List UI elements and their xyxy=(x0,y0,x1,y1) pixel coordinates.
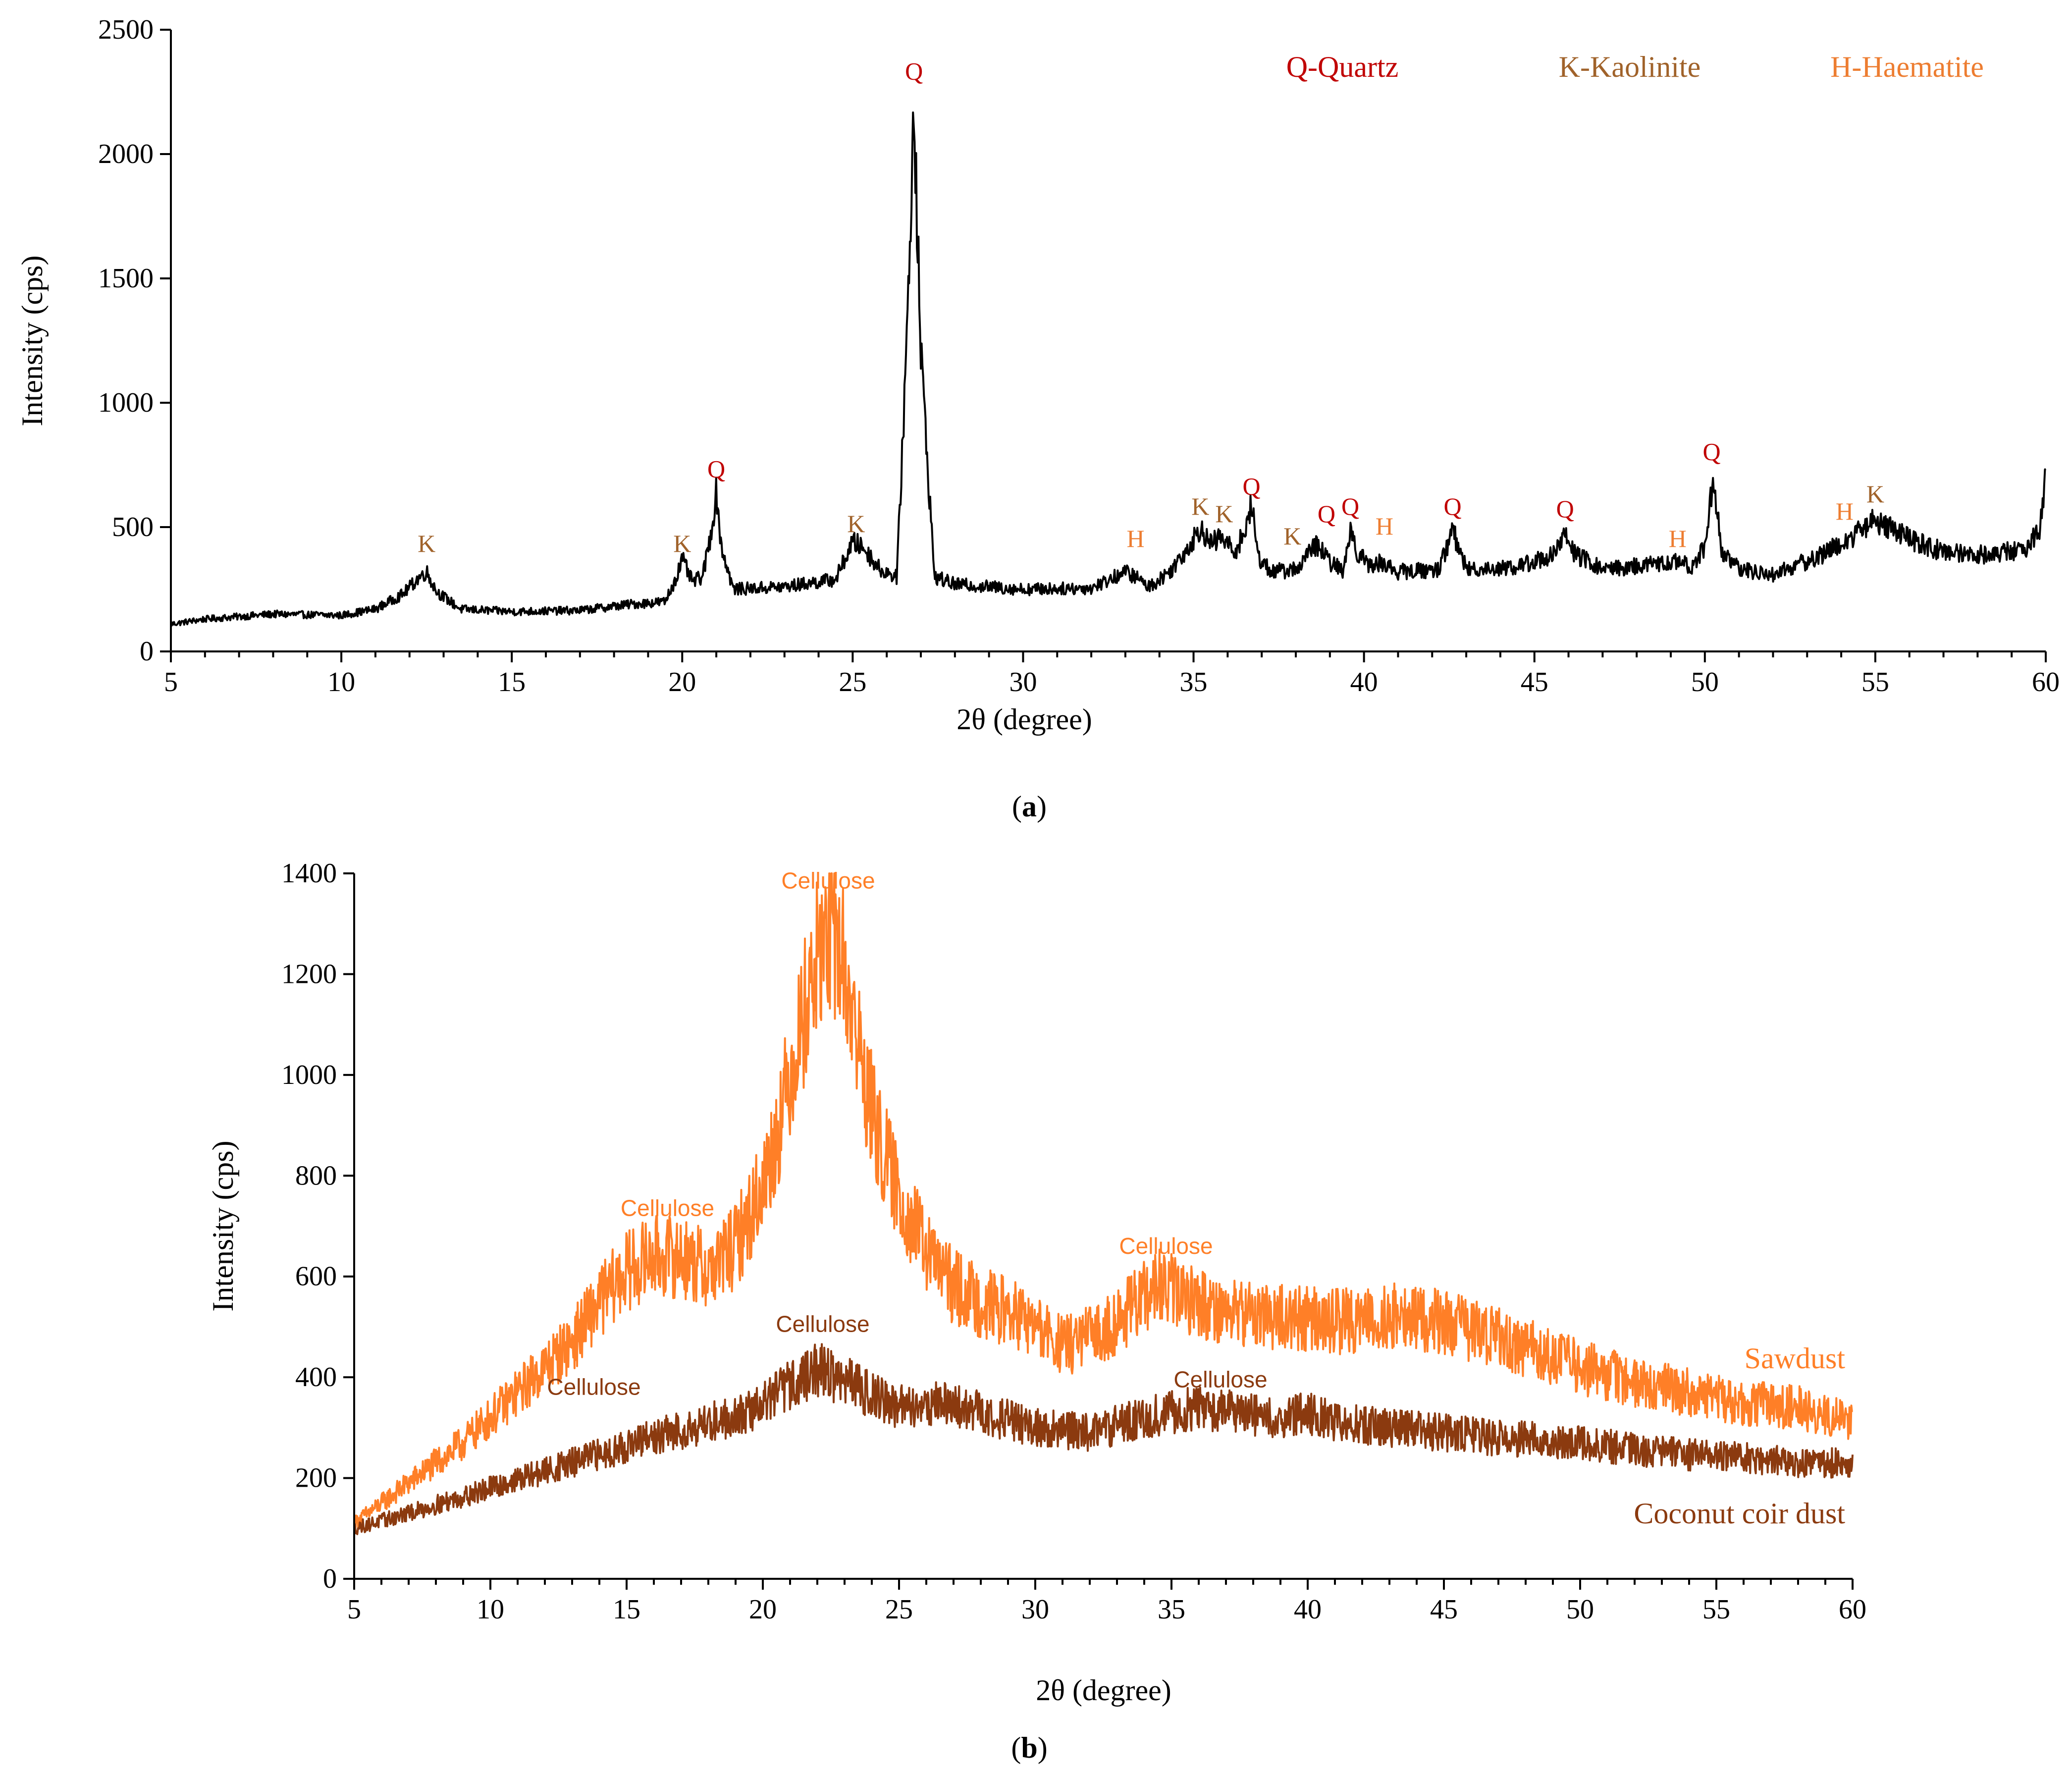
x-tick-label: 40 xyxy=(1294,1594,1322,1625)
y-tick-label: 200 xyxy=(295,1463,337,1494)
legend-haematite: H-Haematite xyxy=(1830,51,1984,83)
coir-dust-xrd-line xyxy=(353,1343,1854,1535)
x-tick-label: 45 xyxy=(1521,667,1548,698)
y-tick-label: 400 xyxy=(295,1362,337,1393)
y-tick-label: 1500 xyxy=(98,263,154,294)
panel-a-caption: (a) xyxy=(1012,790,1047,823)
y-tick-label: 0 xyxy=(323,1563,337,1594)
peak-annotation: K xyxy=(673,530,691,557)
sawdust-series-label: Sawdust xyxy=(1745,1342,1846,1375)
panel-a-y-axis-title: Intensity (cps) xyxy=(16,256,49,427)
peak-annotation: K xyxy=(847,510,865,537)
peak-annotation: K xyxy=(418,530,435,557)
panel-a-ticks: 5 10 15 20 25 30 35 40 45 50 55 60 0 500 1000 1500 2000 2… xyxy=(98,14,2060,698)
peak-annotation: Q xyxy=(1703,437,1721,465)
peak-annotation: Cellulose xyxy=(1119,1233,1213,1259)
panel-b-axes xyxy=(353,873,1853,1580)
peak-annotation: Q xyxy=(1318,500,1335,528)
y-tick-label: 1000 xyxy=(98,387,154,418)
x-tick-label: 15 xyxy=(498,667,526,698)
y-tick-label: 800 xyxy=(295,1160,337,1191)
peak-annotation: Q xyxy=(1444,492,1462,520)
x-tick-label: 10 xyxy=(327,667,355,698)
x-tick-label: 35 xyxy=(1158,1594,1185,1625)
x-tick-label: 25 xyxy=(839,667,866,698)
sawdust-xrd-line xyxy=(353,872,1854,1531)
peak-annotation: Cellulose xyxy=(547,1374,640,1400)
panel-b: Cellulose Cellulose Cellulose Cellulose Cell… xyxy=(207,858,1866,1764)
panel-b-plot-lines xyxy=(353,872,1854,1535)
peak-annotation: K xyxy=(1283,522,1301,550)
x-tick-label: 55 xyxy=(1861,667,1889,698)
panel-a-legend: Q-Quartz K-Kaolinite H-Haematite xyxy=(1286,51,1984,83)
x-tick-label: 50 xyxy=(1566,1594,1594,1625)
y-tick-label: 1200 xyxy=(281,959,337,989)
x-tick-label: 20 xyxy=(749,1594,777,1625)
legend-kaolinite: K-Kaolinite xyxy=(1559,51,1701,83)
x-tick-label: 10 xyxy=(477,1594,504,1625)
y-tick-label: 1000 xyxy=(281,1060,337,1090)
x-tick-label: 55 xyxy=(1702,1594,1730,1625)
y-tick-label: 1400 xyxy=(281,858,337,889)
x-tick-label: 60 xyxy=(2032,667,2060,698)
peak-annotation: K xyxy=(1191,492,1209,520)
x-tick-label: 15 xyxy=(613,1594,640,1625)
y-tick-label: 0 xyxy=(140,636,154,667)
panel-a-axes xyxy=(170,30,2046,652)
peak-annotation: H xyxy=(1669,525,1687,552)
x-tick-label: 5 xyxy=(164,667,178,698)
panel-a-plot-line xyxy=(170,111,2047,627)
coir-series-label: Coconut coir dust xyxy=(1634,1497,1845,1530)
x-tick-label: 40 xyxy=(1350,667,1378,698)
peak-annotation: Cellulose xyxy=(1173,1366,1267,1392)
panel-b-peak-labels: Cellulose Cellulose Cellulose Cellulose Cell… xyxy=(547,868,1267,1400)
panel-b-ticks: 5 10 15 20 25 30 35 40 45 50 55 6002004006008001000… xyxy=(281,858,1866,1625)
peak-annotation: H xyxy=(1376,512,1393,540)
x-tick-label: 20 xyxy=(668,667,696,698)
x-tick-label: 30 xyxy=(1021,1594,1049,1625)
panel-b-x-axis-title: 2θ (degree) xyxy=(1036,1674,1171,1707)
peak-annotation: Q xyxy=(905,57,923,85)
x-tick-label: 35 xyxy=(1180,667,1208,698)
peak-annotation: Q xyxy=(1341,492,1359,520)
peak-annotation: H xyxy=(1836,497,1854,525)
x-tick-label: 60 xyxy=(1839,1594,1866,1625)
peak-annotation: K xyxy=(1215,500,1233,528)
x-tick-label: 30 xyxy=(1009,667,1037,698)
peak-annotation: Q xyxy=(1242,473,1260,500)
peak-annotation: H xyxy=(1126,525,1144,552)
soil-xrd-line xyxy=(170,111,2047,627)
panel-b-caption: (b) xyxy=(1011,1731,1047,1764)
panel-b-y-axis-title: Intensity (cps) xyxy=(207,1141,239,1312)
x-tick-label: 25 xyxy=(885,1594,913,1625)
peak-annotation: Q xyxy=(1556,495,1574,523)
x-tick-label: 5 xyxy=(347,1594,361,1625)
peak-annotation: K xyxy=(1866,480,1884,508)
y-tick-label: 2000 xyxy=(98,139,154,169)
y-tick-label: 500 xyxy=(112,512,154,542)
peak-annotation: Cellulose xyxy=(621,1195,714,1221)
peak-annotation: Q xyxy=(707,455,725,483)
panel-a-x-axis-title: 2θ (degree) xyxy=(956,703,1092,736)
peak-annotation: Cellulose xyxy=(776,1311,869,1337)
y-tick-label: 2500 xyxy=(98,14,154,45)
y-tick-label: 600 xyxy=(295,1261,337,1292)
panel-a: Q-Quartz K-Kaolinite H-Haematite K KQKQHK… xyxy=(16,14,2060,823)
peak-annotation: Cellulose xyxy=(781,868,875,894)
legend-quartz: Q-Quartz xyxy=(1286,51,1399,83)
x-tick-label: 50 xyxy=(1691,667,1719,698)
x-tick-label: 45 xyxy=(1430,1594,1458,1625)
